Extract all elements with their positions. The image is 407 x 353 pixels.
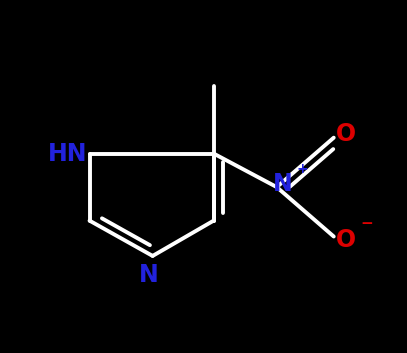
Text: −: − xyxy=(361,216,374,231)
Text: O: O xyxy=(336,122,356,146)
Text: O: O xyxy=(336,228,356,252)
Text: N: N xyxy=(139,263,158,287)
Text: HN: HN xyxy=(47,142,87,166)
Text: N: N xyxy=(273,172,293,196)
Text: +: + xyxy=(297,162,308,176)
